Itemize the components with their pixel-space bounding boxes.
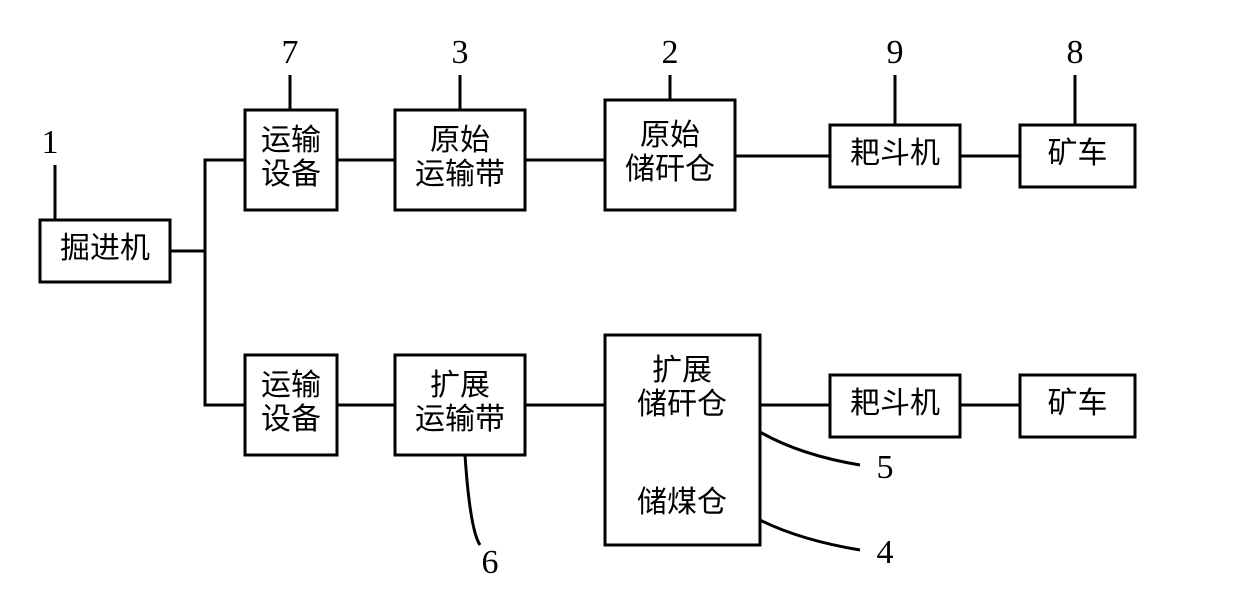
node-n2-label-line-0: 原始 [640,119,700,152]
annotations-layer: 1 7 3 2 9 8 6 5 4 [42,34,1084,581]
annotation-7-label: 7 [282,34,299,71]
node-n7b: 运输设备 [245,355,337,455]
annotation-3-label: 3 [452,34,469,71]
annotation-8-label: 8 [1067,34,1084,71]
annotation-1-label: 1 [42,124,59,161]
annotation-4-leader [760,520,860,550]
edge-5 [170,251,245,405]
node-n6-label-line-1: 运输带 [415,403,505,436]
node-n3-label-line-1: 运输带 [415,158,505,191]
annotation-9-label: 9 [887,34,904,71]
node-n9b-label-line-0: 耙斗机 [850,387,940,420]
inner-label-0-line-1: 储矸仓 [637,388,727,421]
node-n3-label-line-0: 原始 [430,124,490,157]
node-n6-label-line-0: 扩展 [430,369,490,402]
node-n1: 掘进机 [40,220,170,282]
node-n7a: 运输设备 [245,110,337,210]
node-n2: 原始储矸仓 [605,100,735,210]
node-n9a-label-line-0: 耙斗机 [850,137,940,170]
node-n7b-label-line-1: 设备 [261,403,321,436]
inner-label-0-line-0: 扩展 [652,354,712,387]
node-n7a-label-line-1: 设备 [261,158,321,191]
node-n8b: 矿车 [1020,375,1135,437]
inner-label-1-line-0: 储煤仓 [637,486,727,519]
node-n9b: 耙斗机 [830,375,960,437]
edge-0 [170,160,245,251]
node-n7a-label-line-0: 运输 [261,124,321,157]
node-n8a-label-line-0: 矿车 [1048,137,1108,170]
node-n2-label-line-1: 储矸仓 [625,153,715,186]
annotation-6-leader [465,455,480,545]
node-n8b-label-line-0: 矿车 [1048,387,1108,420]
node-n6: 扩展运输带 [395,355,525,455]
node-n3: 原始运输带 [395,110,525,210]
node-n1-label-line-0: 掘进机 [60,232,150,265]
annotation-2-label: 2 [662,34,679,71]
node-n8a: 矿车 [1020,125,1135,187]
annotation-5-label: 5 [877,449,894,486]
node-n9a: 耙斗机 [830,125,960,187]
annotation-6-label: 6 [482,544,499,581]
node-n7b-label-line-0: 运输 [261,369,321,402]
annotation-4-label: 4 [877,534,894,571]
